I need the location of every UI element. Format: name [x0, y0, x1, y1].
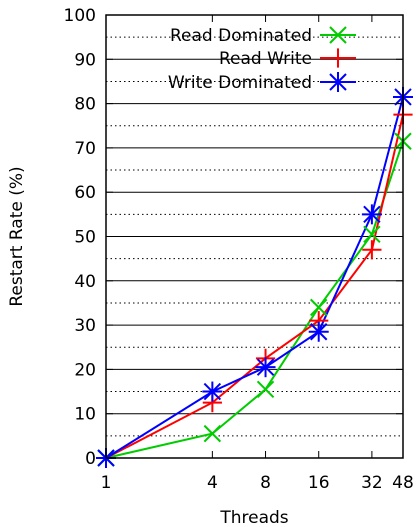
y-tick-label: 40 [74, 272, 96, 292]
x-tick-label: 8 [260, 473, 271, 493]
data-point [363, 225, 381, 243]
marker-stroke [203, 424, 222, 443]
x-tick-label: 32 [361, 473, 383, 493]
series-line [105, 96, 404, 459]
marker-stroke [363, 225, 381, 243]
data-point [361, 204, 382, 225]
data-point [202, 381, 223, 402]
y-tick-label: 30 [74, 316, 96, 336]
grid [106, 36, 403, 437]
data-point [362, 240, 382, 260]
data-point [255, 357, 276, 378]
y-tick-label: 70 [74, 139, 96, 159]
y-tick-label: 60 [74, 183, 96, 203]
x-tick-label: 16 [308, 473, 330, 493]
data-point [308, 321, 329, 342]
y-tick-label: 100 [64, 6, 96, 26]
x-axis-label: Threads [219, 508, 288, 527]
y-tick-label: 90 [74, 50, 96, 70]
y-tick-label: 20 [74, 360, 96, 380]
marker-stroke [256, 380, 275, 399]
series-line [105, 114, 404, 459]
data-point [203, 424, 222, 443]
data-point [328, 72, 348, 92]
series-line [105, 140, 404, 459]
x-tick-label: 4 [207, 473, 218, 493]
data-point [328, 48, 348, 68]
legend-label: Read Write [219, 49, 312, 69]
legend: Read Dominated Read Write Write Dominated [168, 26, 356, 93]
x-tick-label: 48 [392, 473, 414, 493]
y-tick-label: 80 [74, 95, 96, 115]
data-point [256, 380, 275, 399]
y-tick-label: 10 [74, 405, 96, 425]
marker-stroke [329, 26, 347, 44]
legend-label: Read Dominated [170, 26, 312, 46]
x-tick-label: 1 [101, 473, 112, 493]
marker-stroke [310, 298, 328, 317]
series-layer [96, 86, 413, 468]
y-tick-label: 50 [74, 228, 96, 248]
data-point [329, 26, 347, 44]
legend-label: Write Dominated [168, 73, 312, 93]
y-axis-label: Restart Rate (%) [7, 166, 27, 306]
data-point [310, 298, 328, 317]
y-tick-label: 0 [85, 449, 96, 469]
